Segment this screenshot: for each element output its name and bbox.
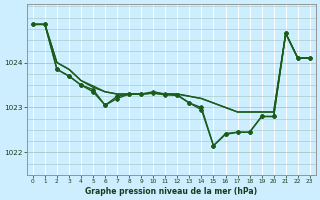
X-axis label: Graphe pression niveau de la mer (hPa): Graphe pression niveau de la mer (hPa) (85, 187, 257, 196)
